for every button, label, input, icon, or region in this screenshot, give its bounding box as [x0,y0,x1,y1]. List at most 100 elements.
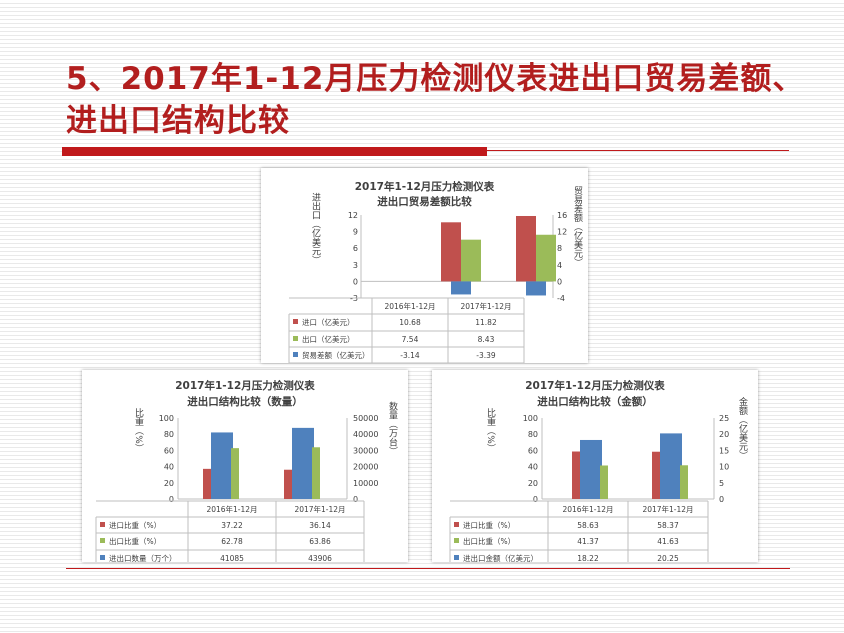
chart-title-line-2: 进出口结构比较（数量） [187,395,303,408]
bar-third-2 [526,281,546,296]
bar-import-1 [572,451,580,499]
chart-title-line-1: 2017年1-12月压力检测仪表 [355,180,495,193]
legend-label: 进出口数量（万个） [109,553,177,562]
legend-label: 出口比重（%） [463,536,515,546]
table-value: 58.37 [657,521,679,530]
left-tick-label: 20 [164,479,174,488]
left-tick-label: 3 [353,261,358,270]
legend-label: 出口（亿美元） [302,334,355,344]
right-tick-label: 20 [719,430,729,439]
right-tick-label: 50000 [353,414,378,423]
chart-panel-structure-quantity: 2017年1-12月压力检测仪表 进出口结构比较（数量） 100 80 60 40 20 0 5… [82,370,408,562]
left-tick-label: 40 [164,463,174,472]
table-value: 20.25 [657,554,679,562]
legend-swatch-3 [293,352,298,357]
right-axis-title: 贸易差额（亿美元） [572,185,583,267]
left-tick-label: 0 [169,495,174,504]
table-value: 41.37 [577,537,599,546]
table-value: -3.39 [476,351,496,360]
bar-third-2 [292,427,314,499]
legend-label: 出口比重（%） [109,536,161,546]
chart-title-line-2: 进出口贸易差额比较 [377,195,472,208]
legend-swatch-3 [454,555,459,560]
table-value: 37.22 [221,521,243,530]
right-tick-label: 5 [719,479,724,488]
bar-third-1 [451,281,471,295]
bar-third-1 [211,432,233,499]
table-value: 58.63 [577,521,599,530]
right-tick-label: 8 [557,244,562,253]
left-tick-label: 40 [528,463,538,472]
left-axis-title: 比重（%） [485,407,496,453]
left-axis-title: 比重（%） [133,407,144,453]
legend-swatch-3 [100,555,105,560]
bar-export-1 [461,239,481,282]
table-value: 43906 [308,554,332,562]
left-tick-label: 100 [523,414,538,423]
bar-export-1 [600,465,608,499]
bar-export-1 [231,448,239,499]
legend-swatch-2 [293,336,298,341]
right-axis-title: 金额（亿美元） [737,396,748,460]
table-value: 7.54 [402,335,419,344]
bar-import-1 [441,222,461,282]
chart-panel-structure-amount: 2017年1-12月压力检测仪表 进出口结构比较（金额） 100 80 60 40 20 0 2… [432,370,758,562]
right-tick-label: 16 [557,211,567,220]
left-tick-label: 80 [164,430,174,439]
bar-import-2 [516,215,536,282]
right-tick-label: 0 [557,277,562,286]
left-tick-label: 60 [528,446,538,455]
right-tick-label: 10000 [353,479,378,488]
right-axis-title: 数量（万台） [387,400,398,455]
slide-title-line-2: 进出口结构比较 [66,103,290,139]
left-axis-title: 进出口（亿美元） [310,192,321,264]
right-tick-label: 0 [719,495,724,504]
legend-label: 进口比重（%） [463,520,515,530]
right-tick-label: 25 [719,414,729,423]
legend-label: 进出口金额（亿美元） [463,553,538,562]
legend-swatch-2 [454,538,459,543]
right-tick-label: 15 [719,446,729,455]
category-label: 2016年1-12月 [562,504,613,514]
category-label: 2017年1-12月 [642,504,693,514]
table-value: 8.43 [478,335,495,344]
title-underline-rule [487,150,789,151]
chart-title-line-1: 2017年1-12月压力检测仪表 [525,379,665,392]
right-tick-label: 20000 [353,463,378,472]
left-tick-label: 12 [348,211,358,220]
legend-label: 进口比重（%） [109,520,161,530]
category-label: 2017年1-12月 [294,504,345,514]
legend-swatch-2 [100,538,105,543]
bar-import-1 [203,468,211,499]
category-label: 2016年1-12月 [384,301,435,311]
chart-title-line-2: 进出口结构比较（金额） [537,395,653,408]
left-tick-label: 0 [353,277,358,286]
table-value: 63.86 [309,537,331,546]
bar-export-2 [536,234,556,282]
right-tick-label: 40000 [353,430,378,439]
table-value: -3.14 [400,351,420,360]
table-value: 41085 [220,554,244,562]
bar-import-2 [284,469,292,499]
legend-label: 进口（亿美元） [302,317,355,327]
slide-title-line-1: 5、2017年1-12月压力检测仪表进出口贸易差额、 [66,61,805,97]
bar-third-2 [660,433,682,499]
right-tick-label: 4 [557,261,562,270]
table-value: 41.63 [657,537,679,546]
left-tick-label: 100 [159,414,174,423]
right-tick-label: -4 [557,294,565,303]
slide-title: 5、2017年1-12月压力检测仪表进出口贸易差额、 进出口结构比较 [66,58,806,142]
title-underline-bar [62,147,487,156]
left-tick-label: 60 [164,446,174,455]
right-tick-label: 12 [557,228,567,237]
left-tick-label: 0 [533,495,538,504]
left-tick-label: 20 [528,479,538,488]
left-tick-label: 80 [528,430,538,439]
left-tick-label: 6 [353,244,358,253]
chart-panel-trade-balance: 2017年1-12月压力检测仪表进出口贸易差额比较129630-31612840… [261,168,588,363]
left-tick-label: 9 [353,228,358,237]
bar-export-2 [680,465,688,499]
chart-title-line-1: 2017年1-12月压力检测仪表 [175,379,315,392]
table-value: 36.14 [309,521,331,530]
